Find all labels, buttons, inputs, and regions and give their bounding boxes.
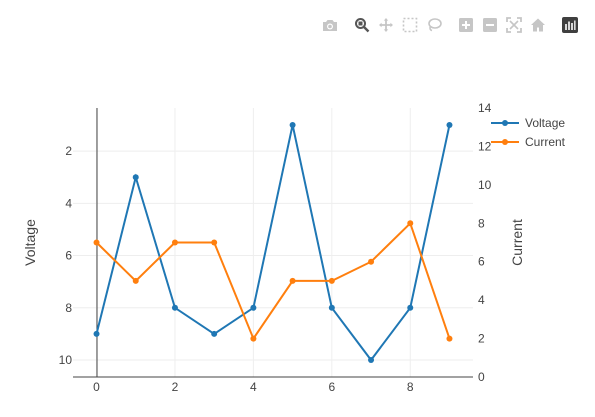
data-point-current[interactable] [171, 239, 178, 246]
y2-tick-label: 14 [478, 101, 492, 115]
x-tick-label: 6 [328, 380, 335, 394]
modebar [318, 14, 582, 36]
y2-tick-label: 6 [478, 255, 485, 269]
data-point-voltage[interactable] [407, 304, 414, 311]
data-point-voltage[interactable] [446, 121, 453, 128]
legend[interactable]: Voltage Current [491, 116, 566, 149]
y-tick-labels: 2 4 6 8 10 [59, 144, 73, 367]
data-point-voltage[interactable] [93, 330, 100, 337]
legend-item-voltage[interactable]: Voltage [491, 116, 565, 130]
series-voltage [93, 121, 453, 364]
data-point-current[interactable] [211, 239, 218, 246]
data-point-current[interactable] [446, 335, 453, 342]
gridlines [73, 108, 473, 377]
x-tick-label: 2 [172, 380, 179, 394]
data-point-voltage[interactable] [328, 304, 335, 311]
y2-tick-labels: 0 2 4 6 8 10 12 14 [478, 101, 492, 384]
y-tick-label: 6 [65, 249, 72, 263]
y-axis-title: Voltage [22, 219, 38, 266]
data-point-voltage[interactable] [171, 304, 178, 311]
box-select-icon[interactable] [398, 14, 422, 36]
data-point-voltage[interactable] [211, 330, 218, 337]
data-point-current[interactable] [93, 239, 100, 246]
data-point-voltage[interactable] [289, 121, 296, 128]
data-point-current[interactable] [250, 335, 257, 342]
legend-swatch-marker [502, 139, 508, 145]
lasso-select-icon[interactable] [422, 14, 446, 36]
x-tick-label: 0 [93, 380, 100, 394]
x-tick-label: 8 [407, 380, 414, 394]
legend-swatch-marker [502, 120, 508, 126]
series-current [93, 220, 453, 342]
y2-tick-label: 10 [478, 178, 492, 192]
legend-label: Voltage [525, 116, 565, 130]
pan-icon[interactable] [374, 14, 398, 36]
legend-item-current[interactable]: Current [491, 135, 566, 149]
y-tick-label: 8 [65, 301, 72, 315]
y-tick-label: 10 [59, 353, 73, 367]
series-group [93, 121, 453, 364]
data-point-voltage[interactable] [132, 174, 139, 181]
data-point-current[interactable] [289, 277, 296, 284]
y2-tick-label: 2 [478, 332, 485, 346]
data-point-voltage[interactable] [368, 357, 375, 364]
data-point-current[interactable] [368, 258, 375, 265]
data-point-voltage[interactable] [250, 304, 257, 311]
y2-tick-label: 4 [478, 293, 485, 307]
y-tick-label: 2 [65, 144, 72, 158]
x-tick-label: 4 [250, 380, 257, 394]
plotly-logo-icon[interactable] [558, 14, 582, 36]
y2-tick-label: 8 [478, 216, 485, 230]
legend-label: Current [525, 135, 566, 149]
y2-axis-title: Current [509, 219, 525, 266]
data-point-current[interactable] [407, 220, 414, 227]
autoscale-icon[interactable] [502, 14, 526, 36]
reset-axes-icon[interactable] [526, 14, 550, 36]
y-tick-label: 4 [65, 196, 72, 210]
data-point-current[interactable] [132, 277, 139, 284]
x-tick-labels: 0 2 4 6 8 [93, 380, 414, 394]
y2-tick-label: 0 [478, 370, 485, 384]
zoom-in-icon[interactable] [454, 14, 478, 36]
series-line-voltage [95, 124, 451, 362]
zoom-out-icon[interactable] [478, 14, 502, 36]
data-point-current[interactable] [328, 277, 335, 284]
series-line-current [95, 221, 451, 341]
y2-tick-label: 12 [478, 139, 492, 153]
zoom-icon[interactable] [350, 14, 374, 36]
camera-icon[interactable] [318, 14, 342, 36]
